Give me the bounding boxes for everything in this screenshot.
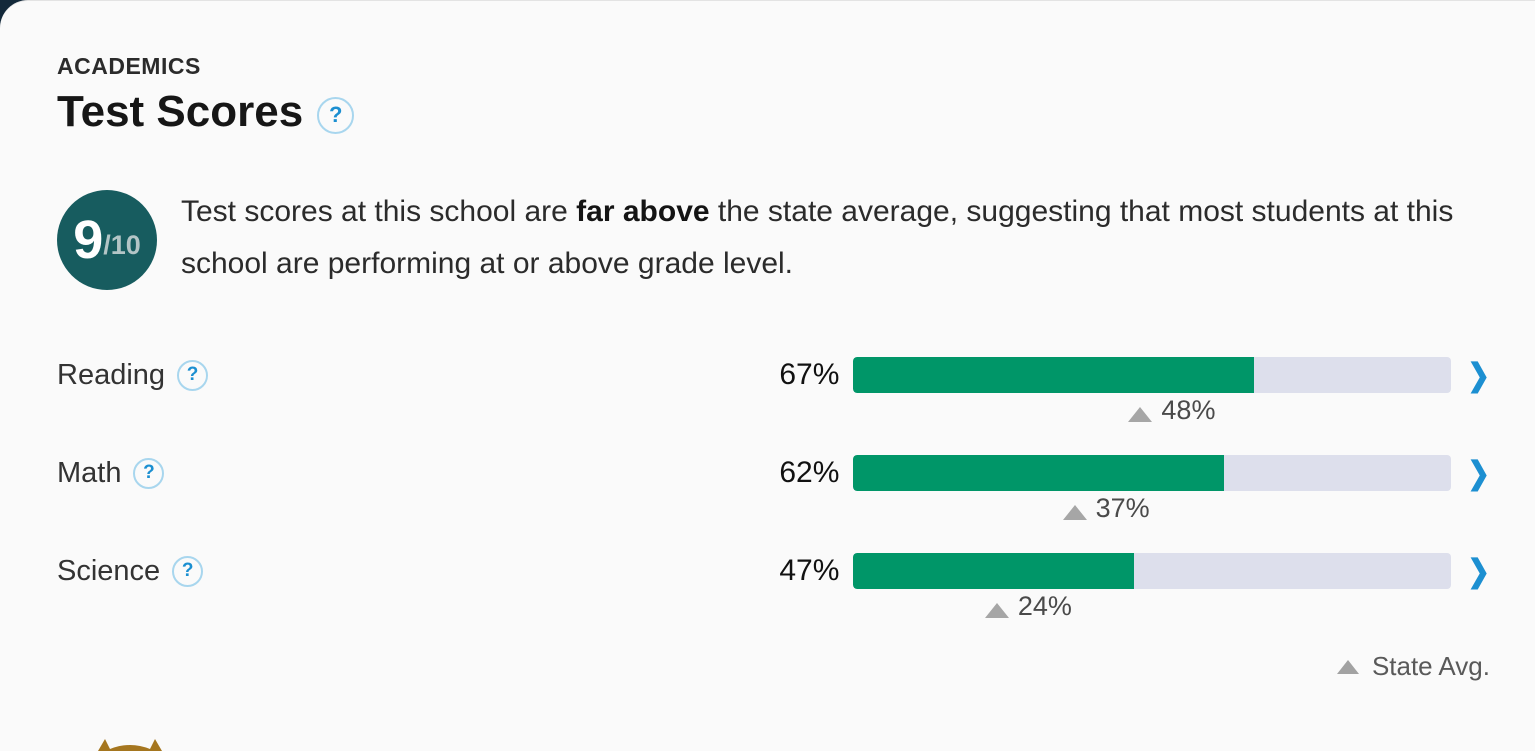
state-avg-marker: 48% xyxy=(1128,395,1216,426)
row-label-wrap: Science ? xyxy=(57,553,758,589)
bar-fill xyxy=(853,357,1255,394)
title-row: Test Scores ? xyxy=(57,87,1490,136)
summary-before: Test scores at this school are xyxy=(181,195,577,229)
triangle-up-icon xyxy=(1062,505,1087,521)
row-label-wrap: Reading ? xyxy=(57,357,758,393)
chevron-right-icon[interactable]: ❯ xyxy=(1467,455,1490,491)
bar-track xyxy=(853,455,1452,492)
state-avg-legend: State Avg. xyxy=(57,651,1490,682)
row-reading: Reading ? 67% 48% ❯ xyxy=(57,357,1490,424)
score-bar: 24% xyxy=(853,553,1452,620)
subject-label: Science xyxy=(57,555,161,588)
school-value: 47% xyxy=(779,554,840,588)
page-title: Test Scores xyxy=(57,87,304,136)
state-avg-marker: 37% xyxy=(1062,493,1150,524)
subject-label: Reading xyxy=(57,359,166,392)
chevron-right-icon[interactable]: ❯ xyxy=(1467,553,1490,589)
row-science: Science ? 47% 24% ❯ xyxy=(57,553,1490,620)
help-icon[interactable]: ? xyxy=(177,359,209,391)
summary-section: 9 /10 Test scores at this school are far… xyxy=(57,190,1490,291)
award-icon xyxy=(98,739,162,751)
bar-track xyxy=(853,553,1452,590)
help-icon[interactable]: ? xyxy=(317,96,355,134)
school-value: 67% xyxy=(779,358,840,392)
help-icon[interactable]: ? xyxy=(172,555,204,587)
legend-label: State Avg. xyxy=(1371,651,1490,682)
bar-fill xyxy=(853,553,1135,590)
bar-track xyxy=(853,357,1452,394)
rating-badge: 9 /10 xyxy=(57,190,157,291)
summary-emphasis: far above xyxy=(576,195,710,229)
bar-fill xyxy=(853,455,1225,492)
school-value: 62% xyxy=(779,456,840,490)
section-eyebrow: ACADEMICS xyxy=(57,53,201,79)
summary-after: the state average, suggesting that most … xyxy=(181,195,1454,281)
rating-denominator: /10 xyxy=(103,229,141,260)
subject-rows: Reading ? 67% 48% ❯ Math ? 62% xyxy=(57,357,1490,620)
subject-label: Math xyxy=(57,457,122,490)
score-bar: 37% xyxy=(853,455,1452,522)
row-math: Math ? 62% 37% ❯ xyxy=(57,455,1490,522)
score-bar: 48% xyxy=(853,357,1452,424)
rating-score: 9 xyxy=(73,210,104,271)
state-avg-value: 24% xyxy=(1017,591,1072,622)
triangle-up-icon xyxy=(1336,659,1359,674)
help-icon[interactable]: ? xyxy=(133,457,165,489)
triangle-up-icon xyxy=(984,603,1009,619)
triangle-up-icon xyxy=(1128,407,1153,423)
state-avg-marker: 24% xyxy=(984,591,1072,622)
chevron-right-icon[interactable]: ❯ xyxy=(1467,357,1490,393)
state-avg-value: 37% xyxy=(1095,493,1150,524)
row-label-wrap: Math ? xyxy=(57,455,758,491)
summary-text: Test scores at this school are far above… xyxy=(181,186,1490,290)
state-avg-value: 48% xyxy=(1161,395,1216,426)
